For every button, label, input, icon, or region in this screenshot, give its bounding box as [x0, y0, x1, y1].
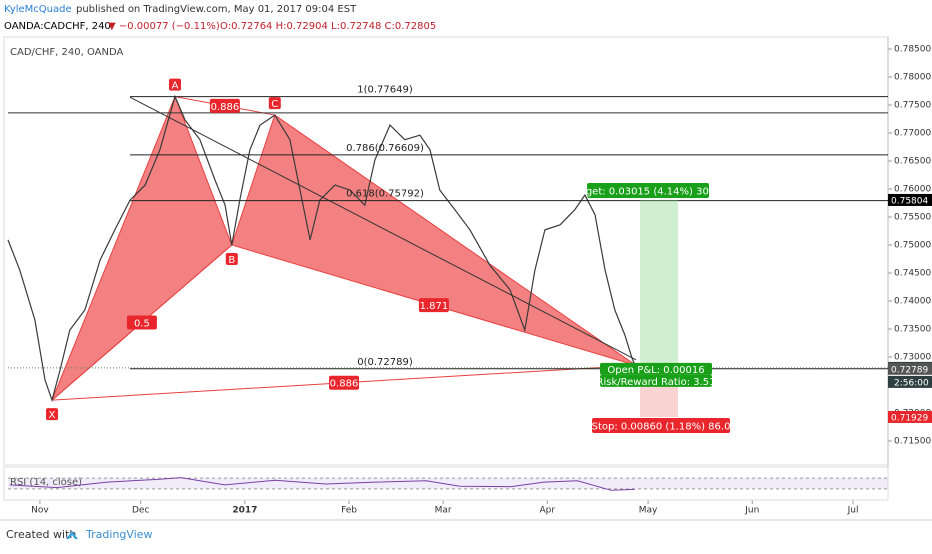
x-tick-label: Jul — [847, 506, 859, 516]
y-tick-label: 0.76000 — [894, 184, 931, 194]
target-label-bg — [587, 182, 710, 198]
point-label-bg — [268, 97, 281, 110]
pane-title: CAD/CHF, 240, OANDA — [10, 47, 123, 58]
symbol: OANDA:CADCHF, 240 — [4, 21, 111, 32]
price-tag-bg — [888, 362, 932, 375]
stop-label: Stop: 0.00860 (1.18%) 86.0 — [592, 421, 731, 432]
pnl-label-bg — [600, 362, 713, 375]
target-zone — [640, 199, 678, 368]
ohlc: O:0.72764 H:0.72904 L:0.72748 C:0.72805 — [220, 21, 436, 32]
change: ▼ −0.00077 (−0.11%) — [108, 21, 220, 32]
y-tick-label: 0.75500 — [894, 212, 931, 222]
x-tick-label: Apr — [540, 506, 556, 516]
y-tick-label: 0.75000 — [894, 240, 931, 250]
stop-label-bg — [592, 417, 731, 433]
trend-line — [129, 96, 637, 361]
point-label-bg — [46, 408, 59, 421]
y-tick-label: 0.77500 — [894, 100, 931, 110]
y-tick-label: 0.73500 — [894, 324, 931, 334]
y-tick-label: 0.74500 — [894, 268, 931, 278]
rr-label-bg — [600, 374, 713, 387]
x-tick-label: Jun — [744, 506, 759, 516]
price-tag-bg — [888, 193, 932, 206]
rsi-line — [9, 477, 635, 491]
x-tick-label: Feb — [341, 506, 357, 516]
x-tick-label: 2017 — [232, 506, 257, 516]
rr-label: Risk/Reward Ratio: 3.51 — [597, 377, 716, 388]
pnl-label: Open P&L: 0.00016 — [607, 365, 704, 376]
footer-brand[interactable]: TradingView — [85, 528, 152, 541]
y-tick-label: 0.74000 — [894, 296, 931, 306]
rsi-pane — [3, 466, 889, 501]
countdown: 2:56:00 — [894, 378, 929, 388]
point-label-bg — [225, 252, 238, 265]
ratio-label-bg — [329, 375, 360, 390]
x-tick-label: May — [639, 506, 658, 516]
x-tick-label: Nov — [31, 506, 49, 516]
author[interactable]: KyleMcQuade — [4, 4, 72, 15]
ratio-label-bg — [418, 298, 449, 313]
y-tick-label: 0.78000 — [894, 72, 931, 82]
price-line — [7, 94, 637, 403]
y-tick-label: 0.76500 — [894, 156, 931, 166]
fib-label: 0.618(0.75792) — [346, 189, 424, 200]
point-label: C — [271, 99, 278, 110]
fib-label: 0.786(0.76609) — [346, 143, 424, 154]
ratio-label: 0.886 — [330, 379, 359, 390]
rsi-band — [8, 478, 888, 489]
y-tick-label: 0.73000 — [894, 352, 931, 362]
point-label: A — [172, 81, 179, 92]
x-tick-label: Dec — [132, 506, 149, 516]
price-tag: 0.72789 — [891, 365, 928, 375]
y-tick-label: 0.71500 — [894, 436, 931, 446]
ratio-label-bg — [209, 98, 240, 113]
countdown-bg — [888, 375, 932, 388]
ratio-label: 1.871 — [420, 301, 449, 312]
ratio-label: 0.886 — [211, 102, 240, 113]
logo — [66, 531, 78, 539]
price-tag: 0.71929 — [891, 413, 928, 423]
x-tick-label: Mar — [435, 506, 452, 516]
price-tag-bg — [888, 410, 932, 423]
fib-label: 0(0.72789) — [357, 357, 413, 368]
target-label: Target: 0.03015 (4.14%) 301.5 — [570, 186, 724, 197]
footer-created: Created with — [6, 528, 76, 541]
point-label-bg — [168, 78, 181, 91]
y-tick-label: 0.77000 — [894, 128, 931, 138]
ratio-label: 0.5 — [134, 319, 150, 330]
y-tick-label: 0.78500 — [894, 44, 931, 54]
published: published on TradingView.com, May 01, 20… — [76, 4, 357, 15]
point-label: B — [228, 255, 235, 266]
rsi-label: RSI (14, close) — [10, 477, 82, 488]
fib-label: 1(0.77649) — [357, 85, 413, 96]
point-label: X — [49, 410, 56, 421]
ratio-label-bg — [126, 315, 157, 330]
price-tag: 0.75804 — [891, 196, 928, 206]
